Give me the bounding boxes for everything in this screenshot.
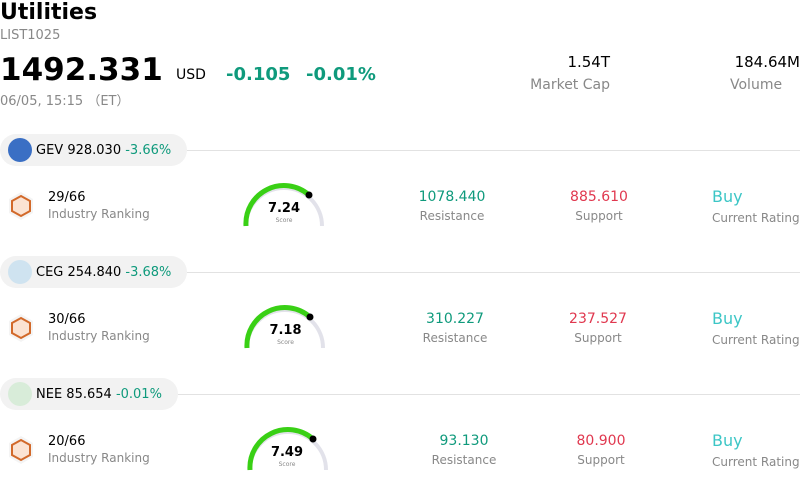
- resistance: 310.227: [426, 311, 484, 327]
- stock-change: -0.01%: [115, 386, 162, 402]
- ticker: NEE: [36, 386, 63, 402]
- score: 7.24: [267, 201, 301, 216]
- rank-icon: [9, 436, 33, 464]
- rank-label: Industry Ranking: [48, 451, 150, 465]
- stock-price: 254.840: [67, 264, 122, 280]
- datetime: 06/05, 15:15 （ET）: [0, 94, 130, 109]
- support-label: Support: [577, 453, 625, 467]
- support: 237.527: [569, 311, 627, 327]
- support: 885.610: [570, 189, 628, 205]
- support-label: Support: [575, 209, 623, 223]
- title: Utilities: [0, 0, 98, 25]
- divider: [177, 394, 800, 395]
- score-label: Score: [275, 217, 293, 224]
- divider: [187, 150, 800, 151]
- stock-change: -3.68%: [125, 264, 172, 280]
- rank-icon: [9, 314, 33, 342]
- rating: Buy: [712, 187, 743, 206]
- logo: [8, 382, 32, 406]
- rating-label: Current Rating: [712, 455, 800, 469]
- market-cap-label: Market Cap: [530, 77, 610, 93]
- score-label: Score: [277, 339, 294, 346]
- divider: [187, 272, 800, 273]
- code: LIST1025: [0, 28, 61, 43]
- rank-label: Industry Ranking: [48, 329, 150, 343]
- rating: Buy: [712, 309, 743, 328]
- volume: 184.64M: [734, 53, 800, 71]
- rank-label: Industry Ranking: [48, 207, 150, 221]
- price: 1492.331: [0, 52, 163, 88]
- rank-icon: [9, 192, 33, 220]
- currency: USD: [176, 67, 206, 83]
- score-gauge: [243, 183, 324, 227]
- resistance: 1078.440: [418, 189, 486, 205]
- rank: 20/66: [48, 434, 86, 449]
- stock-change: -3.66%: [125, 142, 172, 158]
- logo: [8, 138, 32, 162]
- change-pct: -0.01%: [306, 64, 376, 85]
- change: -0.105: [226, 64, 291, 85]
- rating-label: Current Rating: [712, 211, 800, 225]
- support: 80.900: [576, 433, 626, 449]
- market-cap: 1.54T: [567, 53, 610, 71]
- stock-price: 928.030: [67, 142, 122, 158]
- resistance-label: Resistance: [419, 209, 485, 223]
- score: 7.18: [269, 323, 302, 338]
- rating-label: Current Rating: [712, 333, 800, 347]
- stock-price: 85.654: [66, 386, 112, 402]
- rank: 30/66: [48, 312, 86, 327]
- ticker: CEG: [36, 264, 64, 280]
- logo: [8, 260, 32, 284]
- ticker: GEV: [36, 142, 64, 158]
- resistance-label: Resistance: [422, 331, 488, 345]
- score: 7.49: [270, 445, 304, 460]
- score-gauge: [244, 305, 325, 349]
- support-label: Support: [574, 331, 622, 345]
- score-label: Score: [278, 461, 296, 468]
- rank: 29/66: [48, 190, 86, 205]
- resistance: 93.130: [439, 433, 489, 449]
- resistance-label: Resistance: [431, 453, 497, 467]
- volume-label: Volume: [730, 77, 783, 93]
- rating: Buy: [712, 431, 743, 450]
- score-gauge: [247, 427, 328, 471]
